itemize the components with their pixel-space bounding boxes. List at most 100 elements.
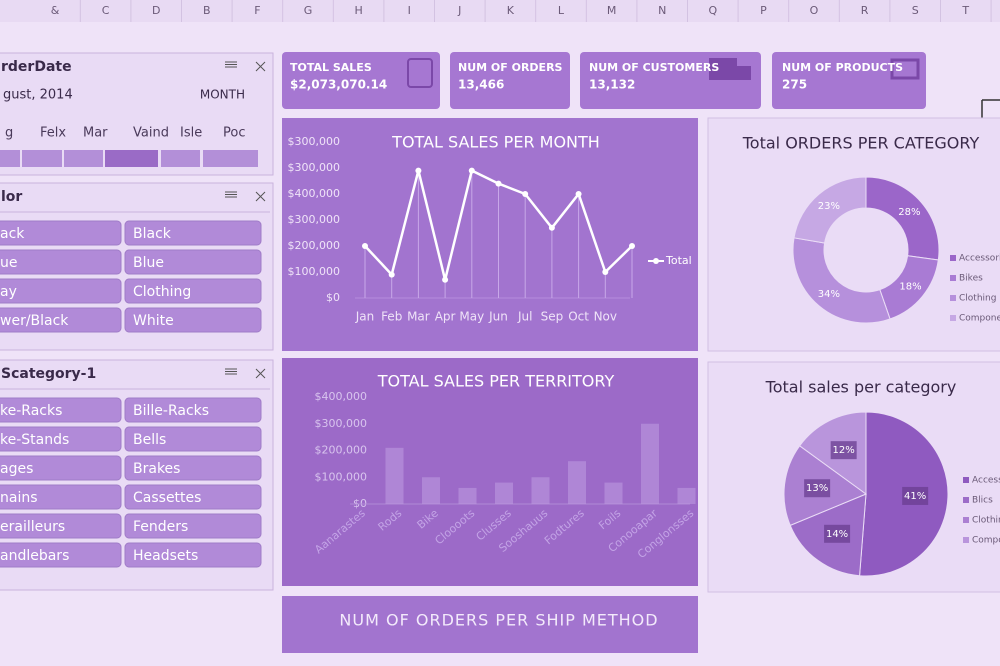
- data-label: 13%: [806, 483, 828, 494]
- slicer-item-label[interactable]: White: [133, 313, 174, 329]
- x-tick-label: Jul: [517, 310, 532, 324]
- slicer-item[interactable]: [124, 249, 262, 275]
- slicer-item-label[interactable]: ack: [0, 226, 25, 242]
- timeline-bar[interactable]: [22, 150, 62, 167]
- slicer-item[interactable]: [124, 397, 262, 423]
- close-icon[interactable]: [255, 61, 266, 72]
- column-letter: P: [760, 4, 767, 17]
- slicer-item-label[interactable]: Black: [133, 226, 172, 242]
- close-icon[interactable]: [255, 368, 266, 379]
- slicer-item[interactable]: [0, 278, 122, 304]
- slicer-item[interactable]: [0, 426, 122, 452]
- kpi-card: [450, 52, 570, 109]
- slice: [793, 176, 867, 244]
- slicer-item-label[interactable]: nains: [0, 490, 38, 506]
- column-letter: M: [607, 4, 617, 17]
- slicer-item-label[interactable]: ages: [0, 461, 33, 477]
- bar: [422, 477, 440, 504]
- label-box: [804, 479, 831, 498]
- chart-title: NUM OF ORDERS PER SHIP METHOD: [339, 611, 658, 630]
- label-box: [902, 486, 929, 505]
- slicer-item-label[interactable]: Brakes: [133, 461, 180, 477]
- timeline-label[interactable]: g: [5, 126, 13, 141]
- x-tick-label: Mar: [407, 310, 430, 324]
- chart-title: Total ORDERS PER CATEGORY: [742, 134, 980, 153]
- timeline-label[interactable]: Vaind: [133, 126, 169, 141]
- bar: [531, 477, 550, 504]
- legend-swatch: [950, 255, 956, 261]
- data-label: 23%: [818, 201, 840, 212]
- timeline-label[interactable]: Mar: [83, 126, 108, 141]
- timeline-label[interactable]: Poc: [223, 126, 245, 141]
- slicer-item-label[interactable]: erailleurs: [0, 519, 65, 535]
- slicer-item[interactable]: [124, 426, 262, 452]
- slicer-item[interactable]: [124, 542, 262, 568]
- slicer-item[interactable]: [124, 455, 262, 481]
- y-tick-label: $300,000: [288, 135, 341, 148]
- timeline-label[interactable]: Isle: [180, 126, 202, 141]
- column-letter: &: [51, 4, 60, 17]
- slicer-item[interactable]: [124, 484, 262, 510]
- slicer-item[interactable]: [0, 542, 122, 568]
- slicer-item-label[interactable]: Bells: [133, 432, 166, 448]
- column-letter: T: [961, 4, 969, 17]
- slicer-item-label[interactable]: Cassettes: [133, 490, 201, 506]
- slicer-item[interactable]: [0, 307, 122, 333]
- slicer-item-label[interactable]: ue: [0, 255, 18, 271]
- timeline-bar[interactable]: [161, 150, 200, 167]
- kpi-value: 275: [782, 78, 807, 92]
- timeline-bar[interactable]: [105, 150, 158, 167]
- slicer-item[interactable]: [124, 513, 262, 539]
- slicer-item-label[interactable]: wer/Black: [0, 313, 69, 329]
- slicer-item-label[interactable]: Bille-Racks: [133, 403, 209, 419]
- timeline-bar[interactable]: [203, 150, 258, 167]
- chart-title: TOTAL SALES PER MONTH: [391, 133, 600, 152]
- kpi-label: TOTAL SALES: [290, 61, 372, 74]
- slicer-item[interactable]: [0, 249, 122, 275]
- slicer-item-label[interactable]: Headsets: [133, 548, 198, 564]
- column-letter: O: [810, 4, 819, 17]
- bar: [604, 482, 623, 504]
- slicer-period: gust, 2014: [3, 88, 73, 103]
- y-tick-label: $300,000: [315, 417, 368, 430]
- x-tick-label: Oct: [568, 310, 589, 324]
- legend-label: Access: [972, 476, 1000, 486]
- slicer-item[interactable]: [0, 484, 122, 510]
- slicer-item-label[interactable]: ke-Stands: [0, 432, 69, 448]
- x-tick-label: Feb: [381, 310, 402, 324]
- legend-swatch: [950, 315, 956, 321]
- slicer-item[interactable]: [0, 513, 122, 539]
- slicer-item-label[interactable]: Blue: [133, 255, 164, 271]
- slicer-item-label[interactable]: Clothing: [133, 284, 191, 300]
- column-letter: G: [304, 4, 313, 17]
- y-tick-label: $100,000: [315, 470, 368, 483]
- slice: [792, 237, 891, 324]
- kpi-card: [282, 52, 440, 109]
- x-tick-label: Apr: [435, 310, 456, 324]
- y-tick-label: $300,000: [288, 161, 341, 174]
- slicer-item-label[interactable]: Fenders: [133, 519, 188, 535]
- bar: [495, 482, 513, 504]
- slicer-item-label[interactable]: ke-Racks: [0, 403, 62, 419]
- kpi-label: NUM OF ORDERS: [458, 61, 563, 74]
- timeline-bar[interactable]: [64, 150, 103, 167]
- slicer-item[interactable]: [0, 397, 122, 423]
- bar: [641, 423, 659, 504]
- slicer-item[interactable]: [0, 455, 122, 481]
- y-tick-label: $400,000: [315, 390, 368, 403]
- timeline-bar[interactable]: [0, 150, 20, 167]
- slicer-item[interactable]: [124, 278, 262, 304]
- close-icon[interactable]: [255, 191, 266, 202]
- slicer-item-label[interactable]: ay: [0, 284, 17, 300]
- data-label: 12%: [833, 445, 855, 456]
- slicer-item[interactable]: [124, 220, 262, 246]
- slicer-item-label[interactable]: andlebars: [0, 548, 69, 564]
- slicer-item[interactable]: [0, 220, 122, 246]
- line-point: [468, 167, 475, 174]
- chart-title: Total sales per category: [765, 378, 957, 397]
- slicer-title: rderDate: [1, 59, 72, 75]
- data-label: 41%: [904, 491, 926, 502]
- slicer-item[interactable]: [124, 307, 262, 333]
- timeline-label[interactable]: Felx: [40, 126, 66, 141]
- legend-label: Clothing: [959, 294, 996, 304]
